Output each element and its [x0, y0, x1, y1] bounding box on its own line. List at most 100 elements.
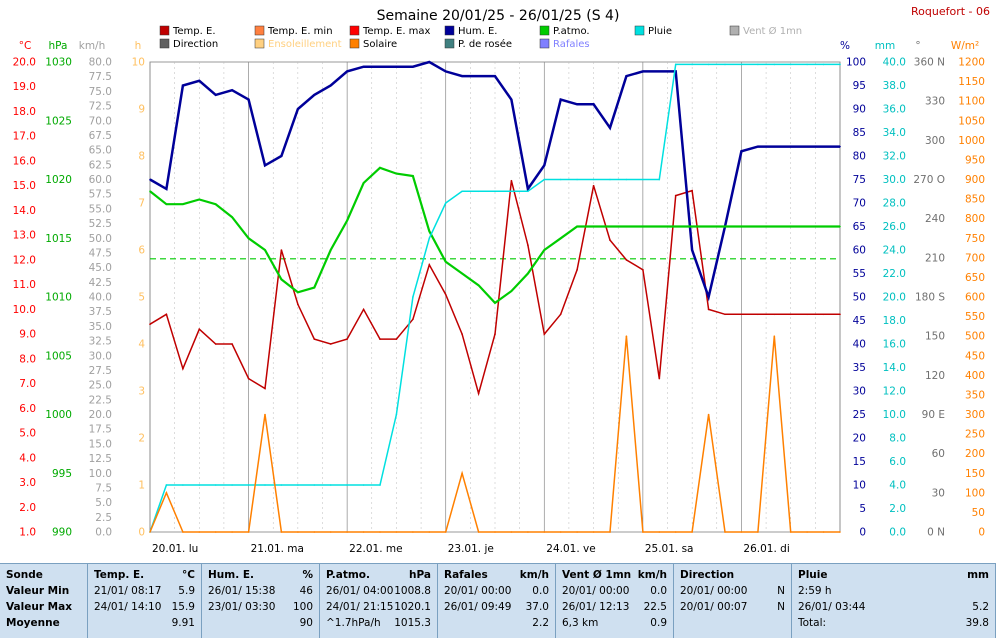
solar-tick-label: 200 — [965, 448, 985, 460]
legend-swatch-1 — [254, 25, 265, 36]
press-tick-label: 1025 — [45, 115, 72, 127]
table-row: 6,3 km 0.9 — [562, 615, 667, 631]
table-column: Hum. E.% 26/01/ 15:38 46 23/01/ 03:30 100 90 — [202, 564, 320, 638]
rain-tick-label: 26.0 — [883, 221, 906, 233]
sun-tick-label: 9 — [138, 104, 145, 116]
series-point-0 — [806, 313, 808, 316]
column-unit: % — [302, 569, 313, 581]
series-point-3 — [346, 484, 348, 486]
wind-tick-label: 10.0 — [89, 468, 112, 480]
series-point-1 — [247, 98, 250, 101]
solar-tick-label: 500 — [965, 331, 985, 343]
hum-tick-label: 20 — [853, 433, 866, 445]
series-point-4 — [642, 531, 644, 533]
series-point-4 — [182, 531, 184, 533]
solar-tick-label: 1200 — [958, 57, 985, 69]
sun-tick-label: 2 — [138, 433, 145, 445]
sun-tick-label: 6 — [138, 245, 145, 257]
day-label: 21.01. ma — [251, 543, 304, 555]
column-unit: hPa — [409, 569, 431, 581]
table-row: 20/01/ 00:00 0.0 — [444, 583, 549, 599]
series-point-1 — [346, 70, 348, 73]
solar-tick-label: 550 — [965, 311, 985, 323]
series-point-4 — [379, 531, 381, 533]
series-point-0 — [379, 338, 381, 340]
temp-tick-label: 5.0 — [19, 428, 36, 440]
wind-tick-label: 75.0 — [89, 86, 112, 98]
series-point-1 — [806, 145, 808, 148]
wind-tick-label: 25.0 — [89, 380, 112, 392]
series-point-4 — [559, 531, 562, 533]
series-point-2 — [494, 302, 496, 304]
legend-label-8: Ensoleillement — [268, 39, 342, 50]
wind-tick-label: 70.0 — [89, 115, 112, 127]
series-point-1 — [461, 75, 463, 77]
wind-tick-label: 5.0 — [95, 497, 112, 509]
series-point-2 — [214, 203, 217, 205]
rain-tick-label: 6.0 — [889, 456, 906, 468]
series-point-4 — [395, 531, 398, 533]
column-title: Vent Ø 1mn — [562, 569, 632, 581]
sun-tick-label: 10 — [132, 57, 145, 69]
cell-value: 2.2 — [532, 617, 549, 629]
series-point-2 — [576, 225, 578, 228]
table-column-header: Hum. E.% — [208, 567, 313, 583]
series-point-1 — [165, 188, 168, 190]
series-point-3 — [839, 63, 841, 66]
series-point-4 — [412, 531, 414, 533]
dir-tick-label: 300 — [925, 135, 945, 147]
series-point-4 — [757, 531, 759, 533]
table-row: 26/01/ 04:00 1008.8 — [326, 583, 431, 599]
series-point-3 — [592, 178, 595, 181]
hum-tick-label: 95 — [853, 80, 866, 92]
summary-table: Sonde Valeur Min Valeur Max Moyenne Temp. E.… — [0, 563, 996, 638]
series-point-0 — [724, 313, 726, 316]
series-point-0 — [510, 179, 513, 182]
temp-tick-label: 12.0 — [13, 254, 36, 266]
series-lines — [149, 60, 841, 533]
series-point-4 — [543, 531, 546, 533]
solar-tick-label: 150 — [965, 468, 985, 480]
table-column-header: Direction — [680, 567, 785, 583]
cell-label: 20/01/ 00:00 — [680, 585, 748, 597]
series-point-1 — [691, 249, 693, 251]
series-point-2 — [806, 225, 808, 228]
series-point-2 — [264, 249, 266, 251]
series-point-4 — [362, 531, 365, 533]
series-point-3 — [757, 63, 759, 66]
cell-label: Moyenne — [6, 617, 60, 629]
temp-tick-label: 20.0 — [13, 57, 36, 69]
legend-label-10: P. de rosée — [458, 38, 512, 50]
temp-tick-label: 9.0 — [19, 329, 36, 341]
series-point-1 — [329, 84, 332, 87]
series-point-0 — [362, 308, 365, 311]
cell-label: 20/01/ 00:00 — [444, 585, 512, 597]
series-point-0 — [707, 308, 710, 311]
series-point-3 — [789, 63, 792, 66]
cell-label: 20/01/ 00:07 — [680, 601, 748, 613]
series-point-4 — [609, 531, 611, 533]
rain-tick-label: 4.0 — [889, 480, 906, 492]
table-row: 20/01/ 00:00 N — [680, 583, 785, 599]
series-point-4 — [149, 531, 151, 533]
table-row: 2:59 h — [798, 583, 989, 599]
series-point-0 — [543, 333, 546, 335]
press-unit-label: hPa — [49, 40, 68, 52]
series-point-3 — [642, 178, 644, 181]
series-point-3 — [576, 178, 578, 181]
series-point-1 — [149, 178, 151, 181]
temp-unit-label: °C — [19, 40, 32, 52]
wind-tick-label: 35.0 — [89, 321, 112, 333]
day-label: 25.01. sa — [645, 543, 694, 555]
wind-tick-label: 37.5 — [89, 306, 112, 318]
series-point-0 — [839, 313, 841, 316]
column-title: Pluie — [798, 569, 828, 581]
rain-tick-label: 24.0 — [883, 245, 906, 257]
table-column: Direction 20/01/ 00:00 N 20/01/ 00:07 N — [674, 564, 792, 638]
cell-label: Valeur Min — [6, 585, 70, 597]
sun-tick-label: 4 — [138, 339, 145, 351]
series-point-3 — [444, 202, 447, 204]
table-column: P.atmo. hPa 26/01/ 04:00 1008.8 24/01/ 21:15… — [320, 564, 438, 638]
legend-label-2: Temp. E. max — [362, 26, 431, 37]
series-point-1 — [757, 145, 759, 148]
